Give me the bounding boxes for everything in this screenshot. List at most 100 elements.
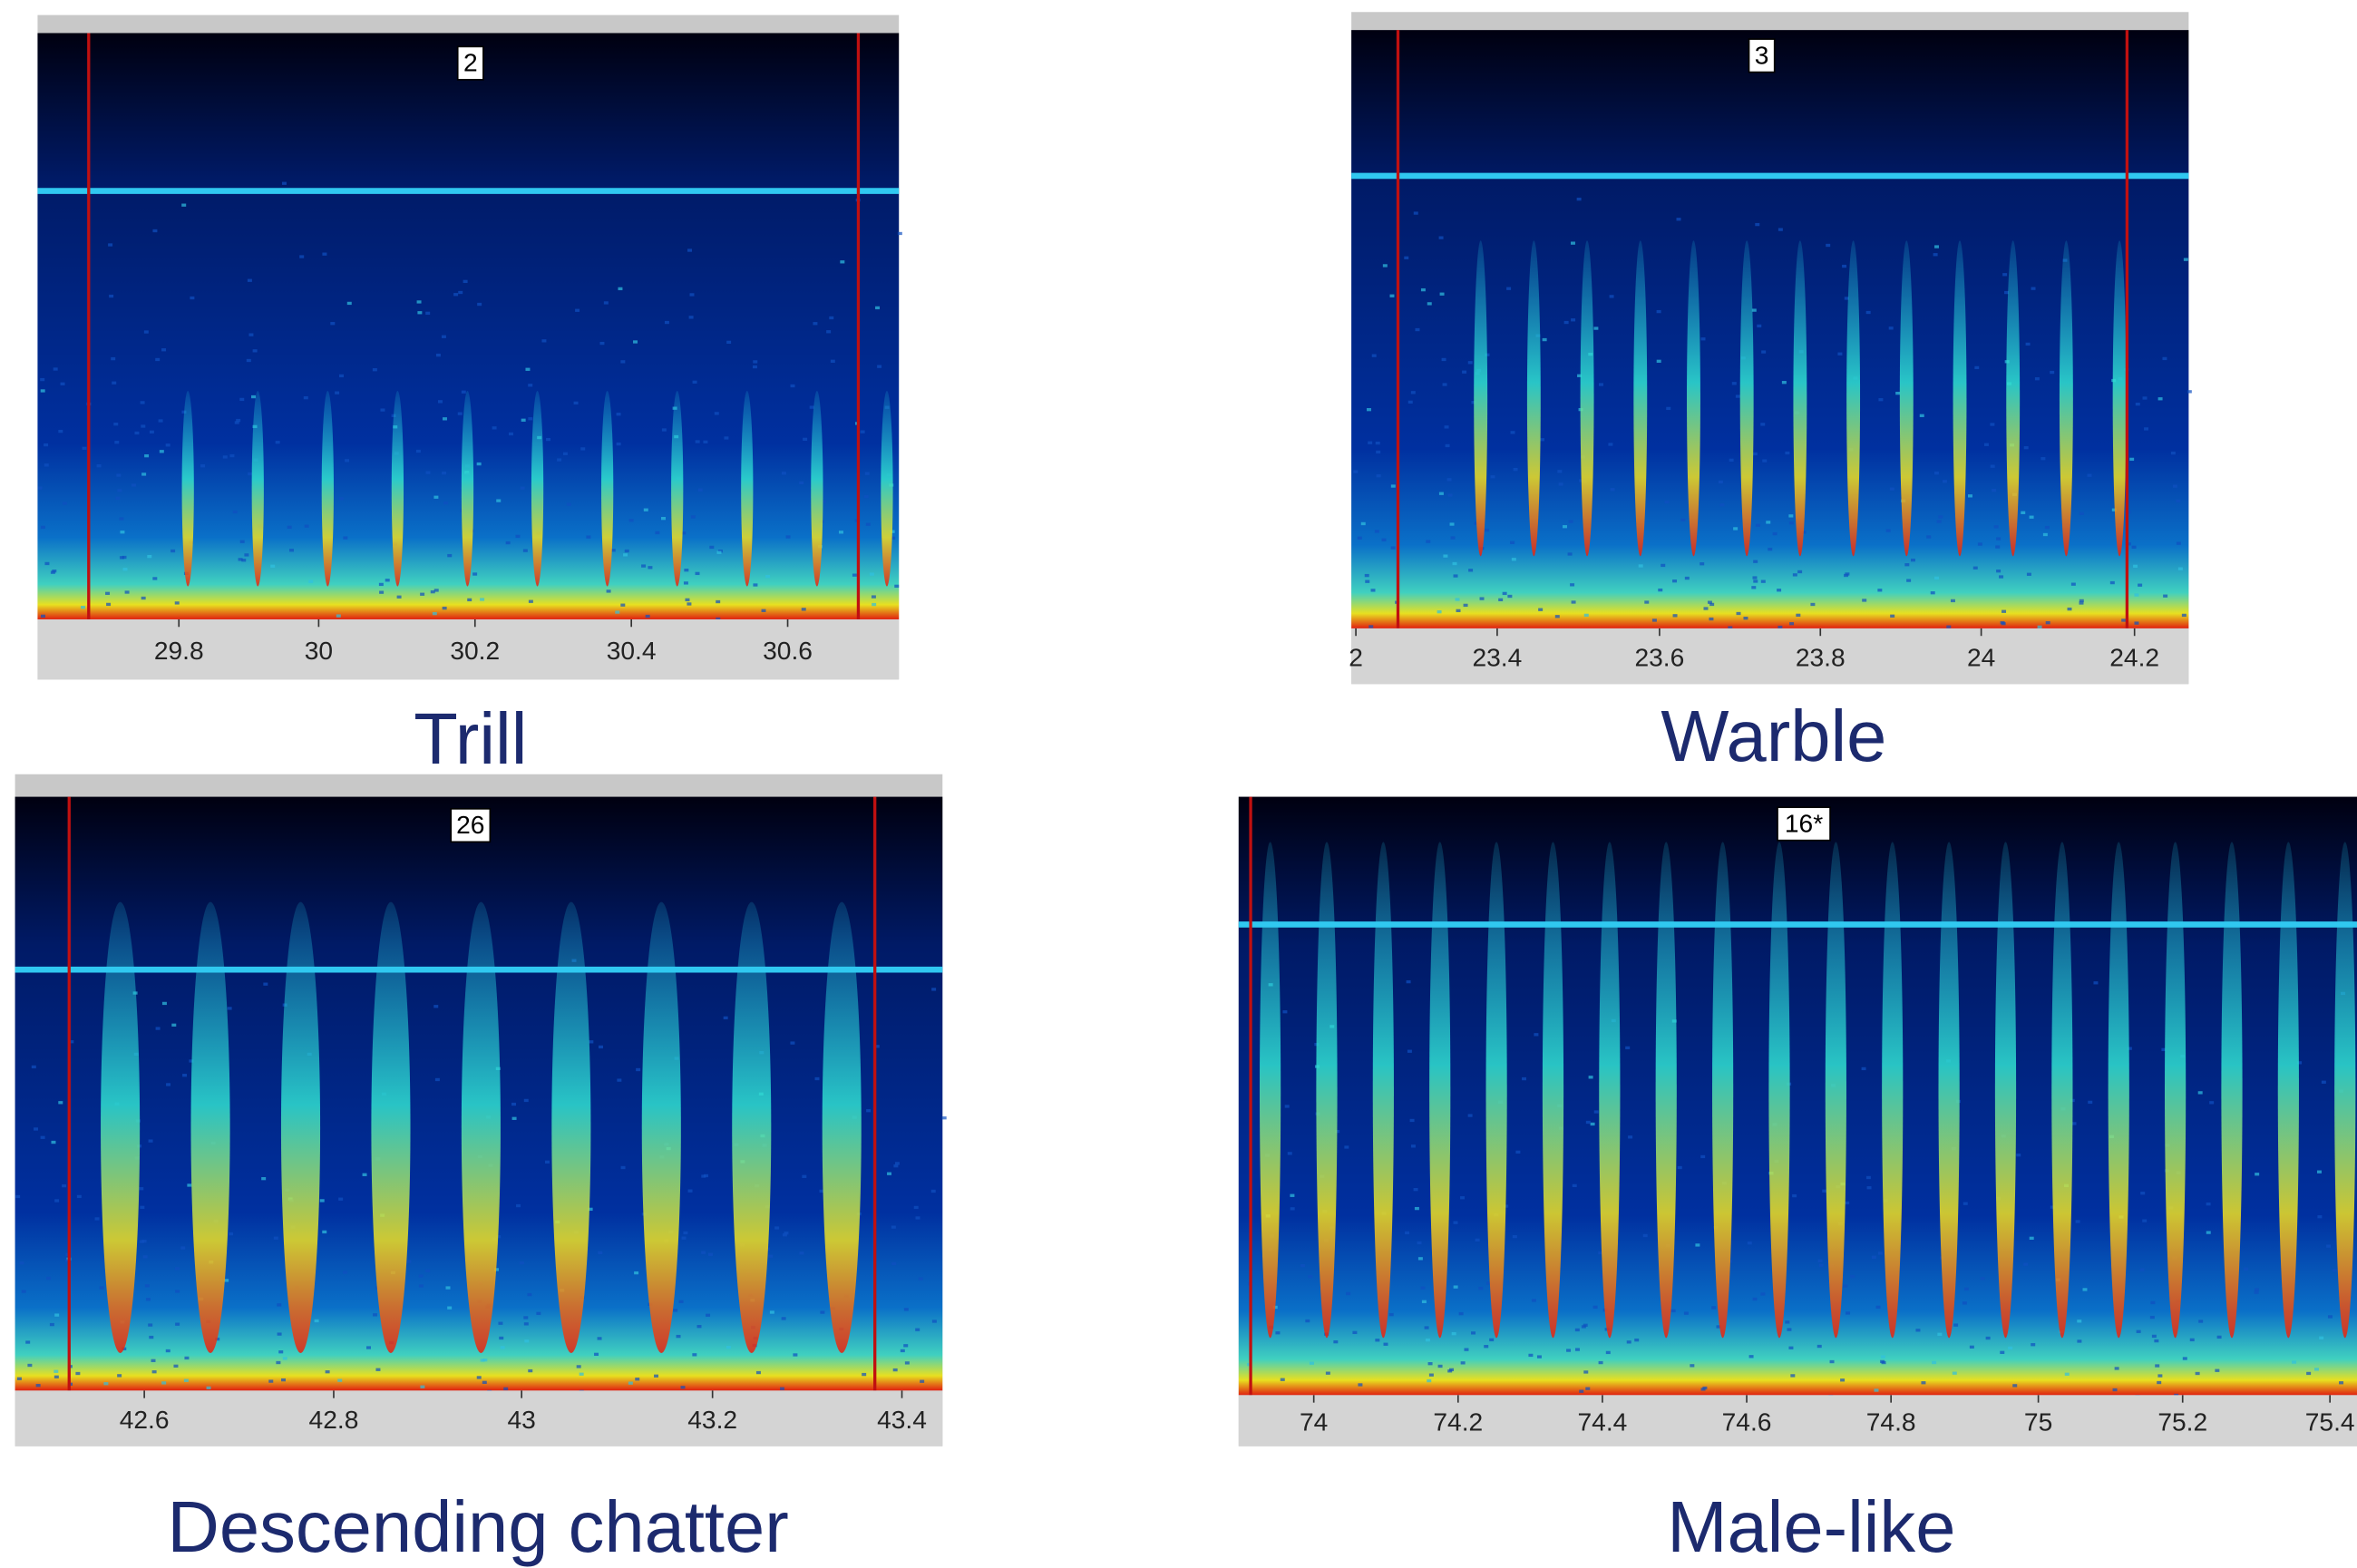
noise	[894, 1162, 900, 1165]
noise	[482, 1358, 488, 1362]
noise	[1522, 1076, 1527, 1081]
noise	[1787, 1328, 1792, 1331]
noise	[458, 290, 463, 295]
noise	[1360, 521, 1366, 526]
noise	[1638, 564, 1643, 568]
noise	[425, 1269, 431, 1272]
noise	[54, 1369, 59, 1373]
noise	[918, 1277, 923, 1281]
noise	[443, 501, 449, 505]
noise	[189, 1059, 194, 1063]
noise	[1455, 598, 1460, 601]
noise	[1427, 302, 1432, 306]
noise	[520, 486, 525, 490]
noise	[2021, 511, 2026, 514]
noise	[2121, 618, 2127, 622]
noise	[124, 590, 130, 594]
noise	[1581, 1325, 1586, 1329]
noise	[2079, 601, 2084, 605]
noise	[200, 464, 206, 468]
noise	[457, 412, 463, 415]
noise	[304, 524, 309, 528]
tick-label: 30	[305, 636, 333, 665]
noise	[1871, 1255, 1876, 1259]
noise	[1625, 1046, 1631, 1050]
noise	[2176, 541, 2181, 545]
noise	[1538, 608, 1544, 611]
noise	[1272, 1305, 1278, 1310]
noise	[875, 306, 881, 310]
noise	[222, 455, 228, 459]
noise	[1442, 383, 1447, 386]
noise	[2114, 1367, 2119, 1370]
noise	[2187, 390, 2192, 394]
noise	[122, 568, 128, 571]
syllable	[811, 391, 823, 587]
noise	[442, 472, 447, 475]
noise	[1755, 222, 1760, 227]
noise	[1566, 1349, 1572, 1352]
noise	[99, 1286, 104, 1290]
spectrogram-panel: 2 23.4 23.6 23.8 24 24.2 3	[1349, 12, 2192, 685]
noise	[25, 1340, 31, 1344]
noise	[528, 384, 533, 387]
noise	[339, 374, 344, 378]
noise	[2317, 1215, 2323, 1219]
noise	[106, 602, 112, 607]
axis-strip	[15, 1390, 943, 1446]
noise	[27, 1363, 33, 1368]
noise	[461, 390, 466, 394]
noise	[1510, 541, 1515, 544]
noise	[753, 583, 758, 587]
noise	[1504, 1204, 1509, 1208]
noise	[704, 1174, 709, 1178]
noise	[654, 1374, 658, 1378]
segment-label-box	[450, 808, 492, 843]
noise	[1598, 1251, 1603, 1255]
noise	[2176, 499, 2181, 503]
noise	[1437, 610, 1442, 614]
noise	[21, 1290, 26, 1293]
noise	[1626, 1340, 1631, 1344]
noise	[708, 1252, 713, 1256]
noise	[1374, 530, 1379, 533]
noise	[111, 356, 116, 361]
noise	[1588, 1076, 1593, 1079]
noise	[2050, 370, 2055, 375]
noise	[131, 483, 136, 487]
noise	[785, 535, 791, 539]
syllable	[1712, 842, 1734, 1339]
noise	[2023, 446, 2029, 450]
noise	[142, 1255, 148, 1259]
noise	[1502, 591, 1507, 596]
noise	[175, 1322, 180, 1326]
syllable	[1938, 842, 1960, 1339]
noise	[2155, 1364, 2160, 1368]
noise	[2134, 593, 2139, 597]
noise	[2037, 625, 2042, 629]
noise	[1390, 484, 1396, 488]
noise	[1460, 1196, 1466, 1200]
syllable	[1768, 842, 1790, 1339]
noise	[1376, 450, 1381, 454]
noise	[251, 394, 256, 399]
tick-label: 23.6	[1635, 642, 1685, 671]
noise	[270, 564, 276, 568]
noise	[1644, 600, 1650, 604]
noise	[161, 1381, 167, 1385]
noise	[1936, 520, 1942, 523]
syllable	[181, 391, 194, 587]
noise	[1572, 1183, 1577, 1188]
noise	[1512, 1234, 1517, 1239]
noise	[244, 553, 249, 557]
syllable	[881, 391, 893, 587]
noise	[1506, 287, 1512, 290]
noise	[724, 436, 729, 440]
noise	[505, 541, 511, 545]
noise	[575, 308, 580, 312]
noise	[557, 458, 562, 462]
noise	[2135, 402, 2140, 406]
noise	[1358, 1383, 1363, 1387]
noise	[690, 515, 696, 519]
noise	[1383, 1342, 1388, 1346]
